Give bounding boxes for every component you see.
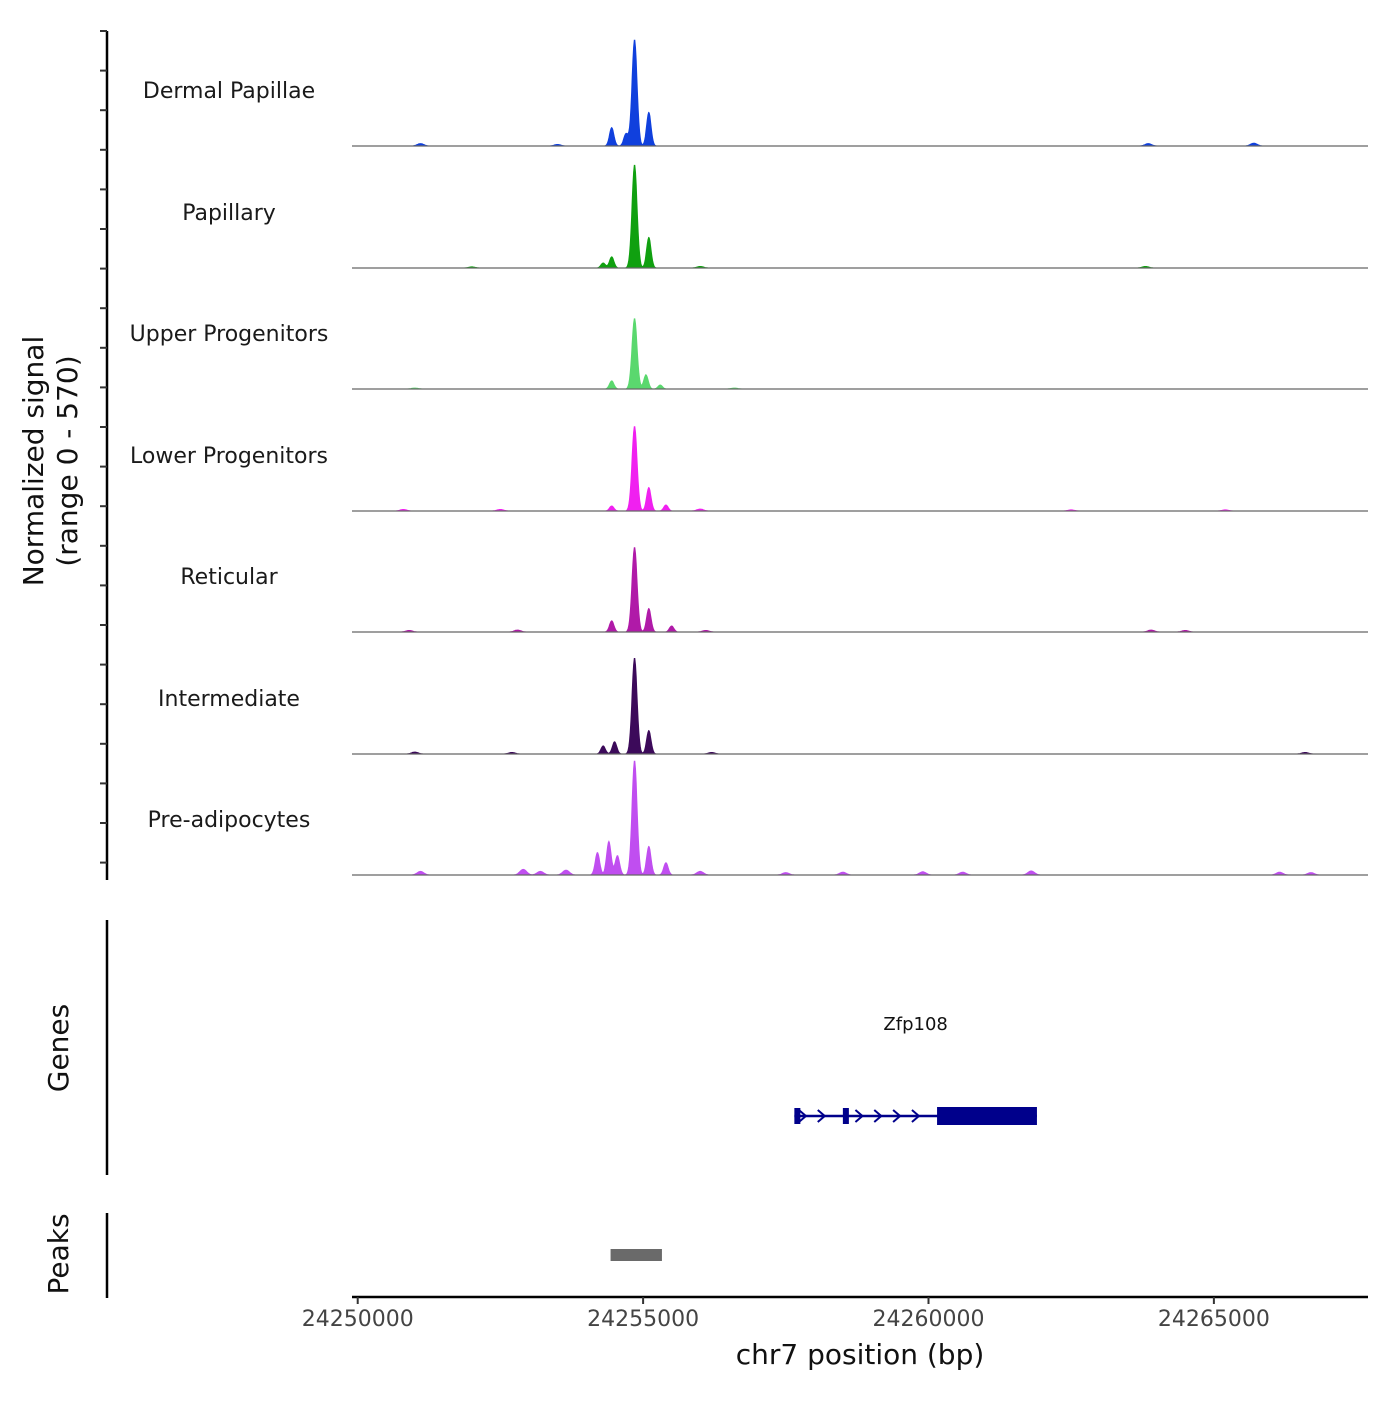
coverage-area-track-2: [352, 164, 1368, 269]
gene-exon: [842, 1108, 849, 1124]
x-axis-label: chr7 position (bp): [735, 1338, 985, 1371]
track-label-papillary: Papillary: [182, 201, 276, 226]
coverage-area-track-1: [352, 39, 1368, 147]
y-axis-label: Normalized signal (range 0 - 570): [17, 261, 87, 661]
x-tick-label: 24260000: [872, 1307, 985, 1332]
track-label-upper-progenitors: Upper Progenitors: [129, 322, 329, 347]
gene-exon: [937, 1107, 1037, 1125]
coverage-area-track-4: [352, 426, 1368, 512]
strand-arrow: [798, 1109, 808, 1123]
coverage-area-track-3: [352, 318, 1368, 390]
gene-exon: [794, 1108, 801, 1124]
strand-arrow: [892, 1109, 902, 1123]
coverage-area-track-7: [352, 760, 1368, 876]
track-label-pre-adipocytes: Pre-adipocytes: [147, 808, 311, 833]
strand-arrow: [873, 1109, 883, 1123]
strand-arrow: [911, 1109, 921, 1123]
coverage-area-track-5: [352, 547, 1368, 633]
track-label-reticular: Reticular: [180, 565, 278, 590]
gene-label-zfp108: Zfp108: [883, 1014, 948, 1035]
x-tick-label: 24250000: [301, 1307, 414, 1332]
strand-arrow: [854, 1109, 864, 1123]
genes-panel-label: Genes: [42, 1003, 75, 1093]
peaks-panel-label: Peaks: [42, 1213, 75, 1295]
track-label-intermediate: Intermediate: [158, 687, 300, 712]
track-label-lower-progenitors: Lower Progenitors: [130, 444, 328, 469]
track-label-dermal-papillae: Dermal Papillae: [142, 79, 316, 104]
coverage-area-track-6: [352, 658, 1368, 755]
x-tick-label: 24255000: [587, 1307, 700, 1332]
y-axis-label-line1: Normalized signal: [17, 335, 50, 587]
y-axis-label-line2: (range 0 - 570): [51, 355, 84, 567]
peak-region: [610, 1249, 662, 1261]
x-tick-label: 24265000: [1157, 1307, 1270, 1332]
strand-arrow: [817, 1109, 827, 1123]
